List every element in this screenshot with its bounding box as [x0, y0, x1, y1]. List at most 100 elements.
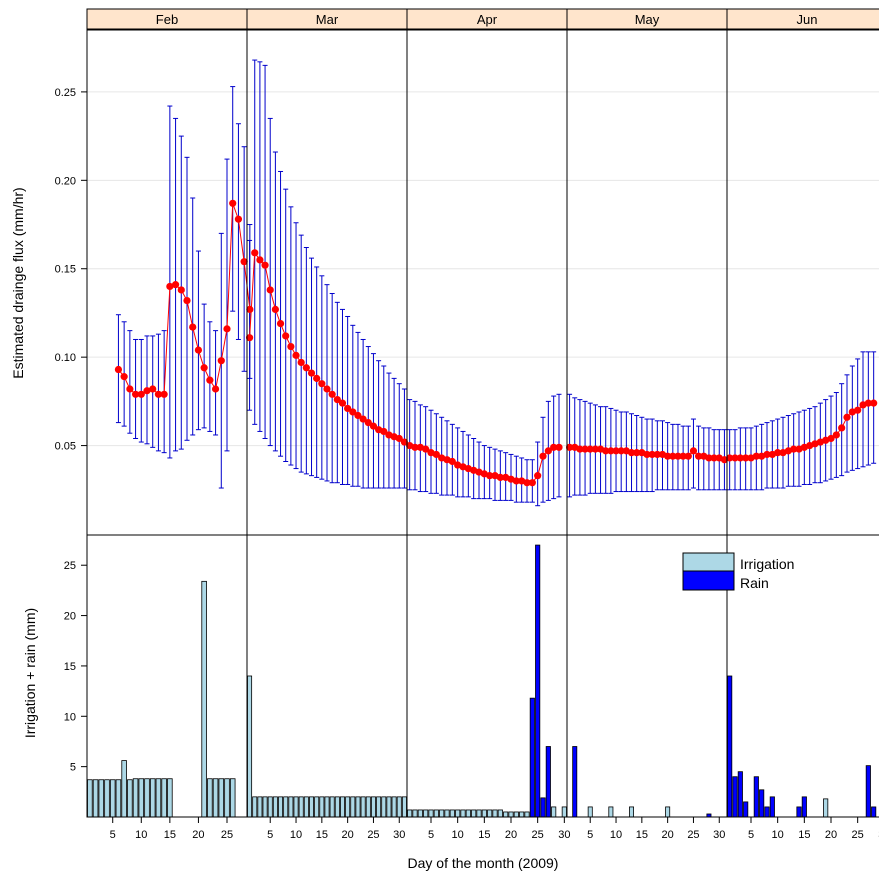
flux-point: [695, 452, 703, 460]
flux-point: [369, 422, 378, 430]
flux-point: [528, 479, 536, 487]
flux-point: [380, 427, 388, 436]
irrigation-bar: [207, 778, 213, 818]
irrigation-bar: [132, 778, 139, 818]
day-x-tick-label: 10: [135, 829, 147, 841]
flux-point: [171, 281, 180, 289]
irrigation-bar: [455, 809, 461, 818]
flux-point: [664, 452, 672, 460]
day-x-tick-label: 30: [558, 829, 570, 841]
strip-label-may: May: [635, 12, 660, 27]
flux-point: [602, 447, 610, 455]
flux-point: [674, 452, 682, 460]
flux-point: [448, 457, 456, 466]
strip-label-apr: Apr: [477, 12, 498, 27]
irrigation-bar: [417, 809, 423, 818]
irrigation-bar: [155, 778, 162, 818]
flux-point: [246, 305, 254, 314]
flux-point: [160, 390, 168, 398]
irrigation-bar: [376, 796, 382, 818]
flux-point: [261, 261, 269, 269]
flux-point: [313, 374, 321, 382]
irrigation-bar: [433, 809, 439, 818]
irrigation-rain-bars: [87, 544, 877, 818]
flux-point: [486, 472, 494, 480]
flux-point: [318, 380, 326, 388]
irrigation-bar: [487, 809, 493, 818]
flux-point: [307, 369, 316, 377]
irrigation-bar: [314, 796, 320, 818]
irrigation-bar: [412, 809, 418, 818]
flux-point: [354, 411, 362, 420]
irrigation-bar: [665, 806, 671, 818]
irrigation-bar: [319, 796, 325, 818]
day-x-tick-label: 20: [342, 829, 354, 841]
irrigation-bar: [92, 779, 99, 818]
rain-bar: [545, 746, 551, 818]
irrigation-bar: [360, 796, 366, 818]
flux-point: [240, 258, 248, 266]
irrigation-y-tick-label: 10: [64, 711, 76, 723]
day-x-tick-label: 15: [478, 829, 490, 841]
flux-y-tick-label: 0.20: [55, 175, 76, 187]
y-axis-title-irrigation: Irrigation + rain (mm): [22, 608, 38, 738]
irrigation-bar: [229, 778, 236, 818]
month-strips: Feb Mar Apr May Jun: [86, 8, 879, 30]
rain-bar: [572, 746, 578, 818]
day-x-tick-label: 15: [164, 829, 176, 841]
irrigation-bar: [201, 580, 207, 818]
irrigation-bar: [561, 806, 567, 818]
flux-point: [223, 325, 231, 333]
irrigation-bar: [519, 811, 525, 818]
y-axis-title-flux: Estimated drainge flux (mm/hr): [10, 187, 26, 378]
flux-point: [126, 385, 134, 393]
rain-bar: [737, 771, 743, 818]
flux-point: [648, 450, 656, 459]
flux-point: [200, 364, 208, 372]
flux-point: [217, 357, 225, 365]
legend-label-rain: Rain: [740, 575, 769, 591]
irrigation-bar: [460, 809, 466, 818]
day-x-tick-label: 25: [852, 829, 864, 841]
irrigation-bar: [370, 796, 376, 818]
irrigation-bar: [288, 796, 294, 818]
irrigation-bar: [262, 796, 268, 818]
irrigation-y-tick-label: 5: [70, 762, 76, 774]
flux-error-bars: [115, 59, 877, 507]
flux-point: [763, 450, 771, 459]
irrigation-bar: [98, 779, 105, 818]
panel-frames: [86, 29, 879, 818]
day-x-tick-label: 5: [748, 829, 754, 841]
irrigation-bar: [350, 796, 356, 818]
strip-label-feb: Feb: [156, 12, 178, 27]
irrigation-bar: [149, 778, 156, 818]
rain-bar: [764, 806, 770, 818]
rain-bar: [753, 776, 759, 818]
flux-point: [349, 408, 357, 416]
irrigation-y-tick-label: 15: [64, 661, 76, 673]
irrigation-bar: [167, 778, 173, 818]
flux-points: [114, 199, 878, 487]
rain-bar: [865, 765, 871, 818]
irrigation-bar: [471, 809, 477, 818]
flux-point: [576, 445, 584, 453]
irrigation-bar: [334, 796, 340, 818]
rain-bar: [540, 797, 546, 818]
rain-bar: [759, 789, 765, 818]
flux-point: [359, 415, 367, 423]
flux-point: [774, 449, 782, 457]
flux-point: [523, 479, 531, 487]
flux-point: [689, 447, 698, 455]
flux-point: [194, 346, 203, 354]
flux-point: [177, 286, 185, 294]
irrigation-bar: [309, 796, 314, 818]
day-x-tick-label: 5: [428, 829, 434, 841]
rain-bar: [727, 675, 733, 818]
flux-point: [565, 443, 574, 451]
rain-bar: [743, 801, 749, 818]
irrigation-bar: [449, 809, 455, 818]
irrigation-bar: [465, 809, 471, 818]
irrigation-bar: [218, 778, 225, 818]
strip-label-jun: Jun: [797, 12, 818, 27]
